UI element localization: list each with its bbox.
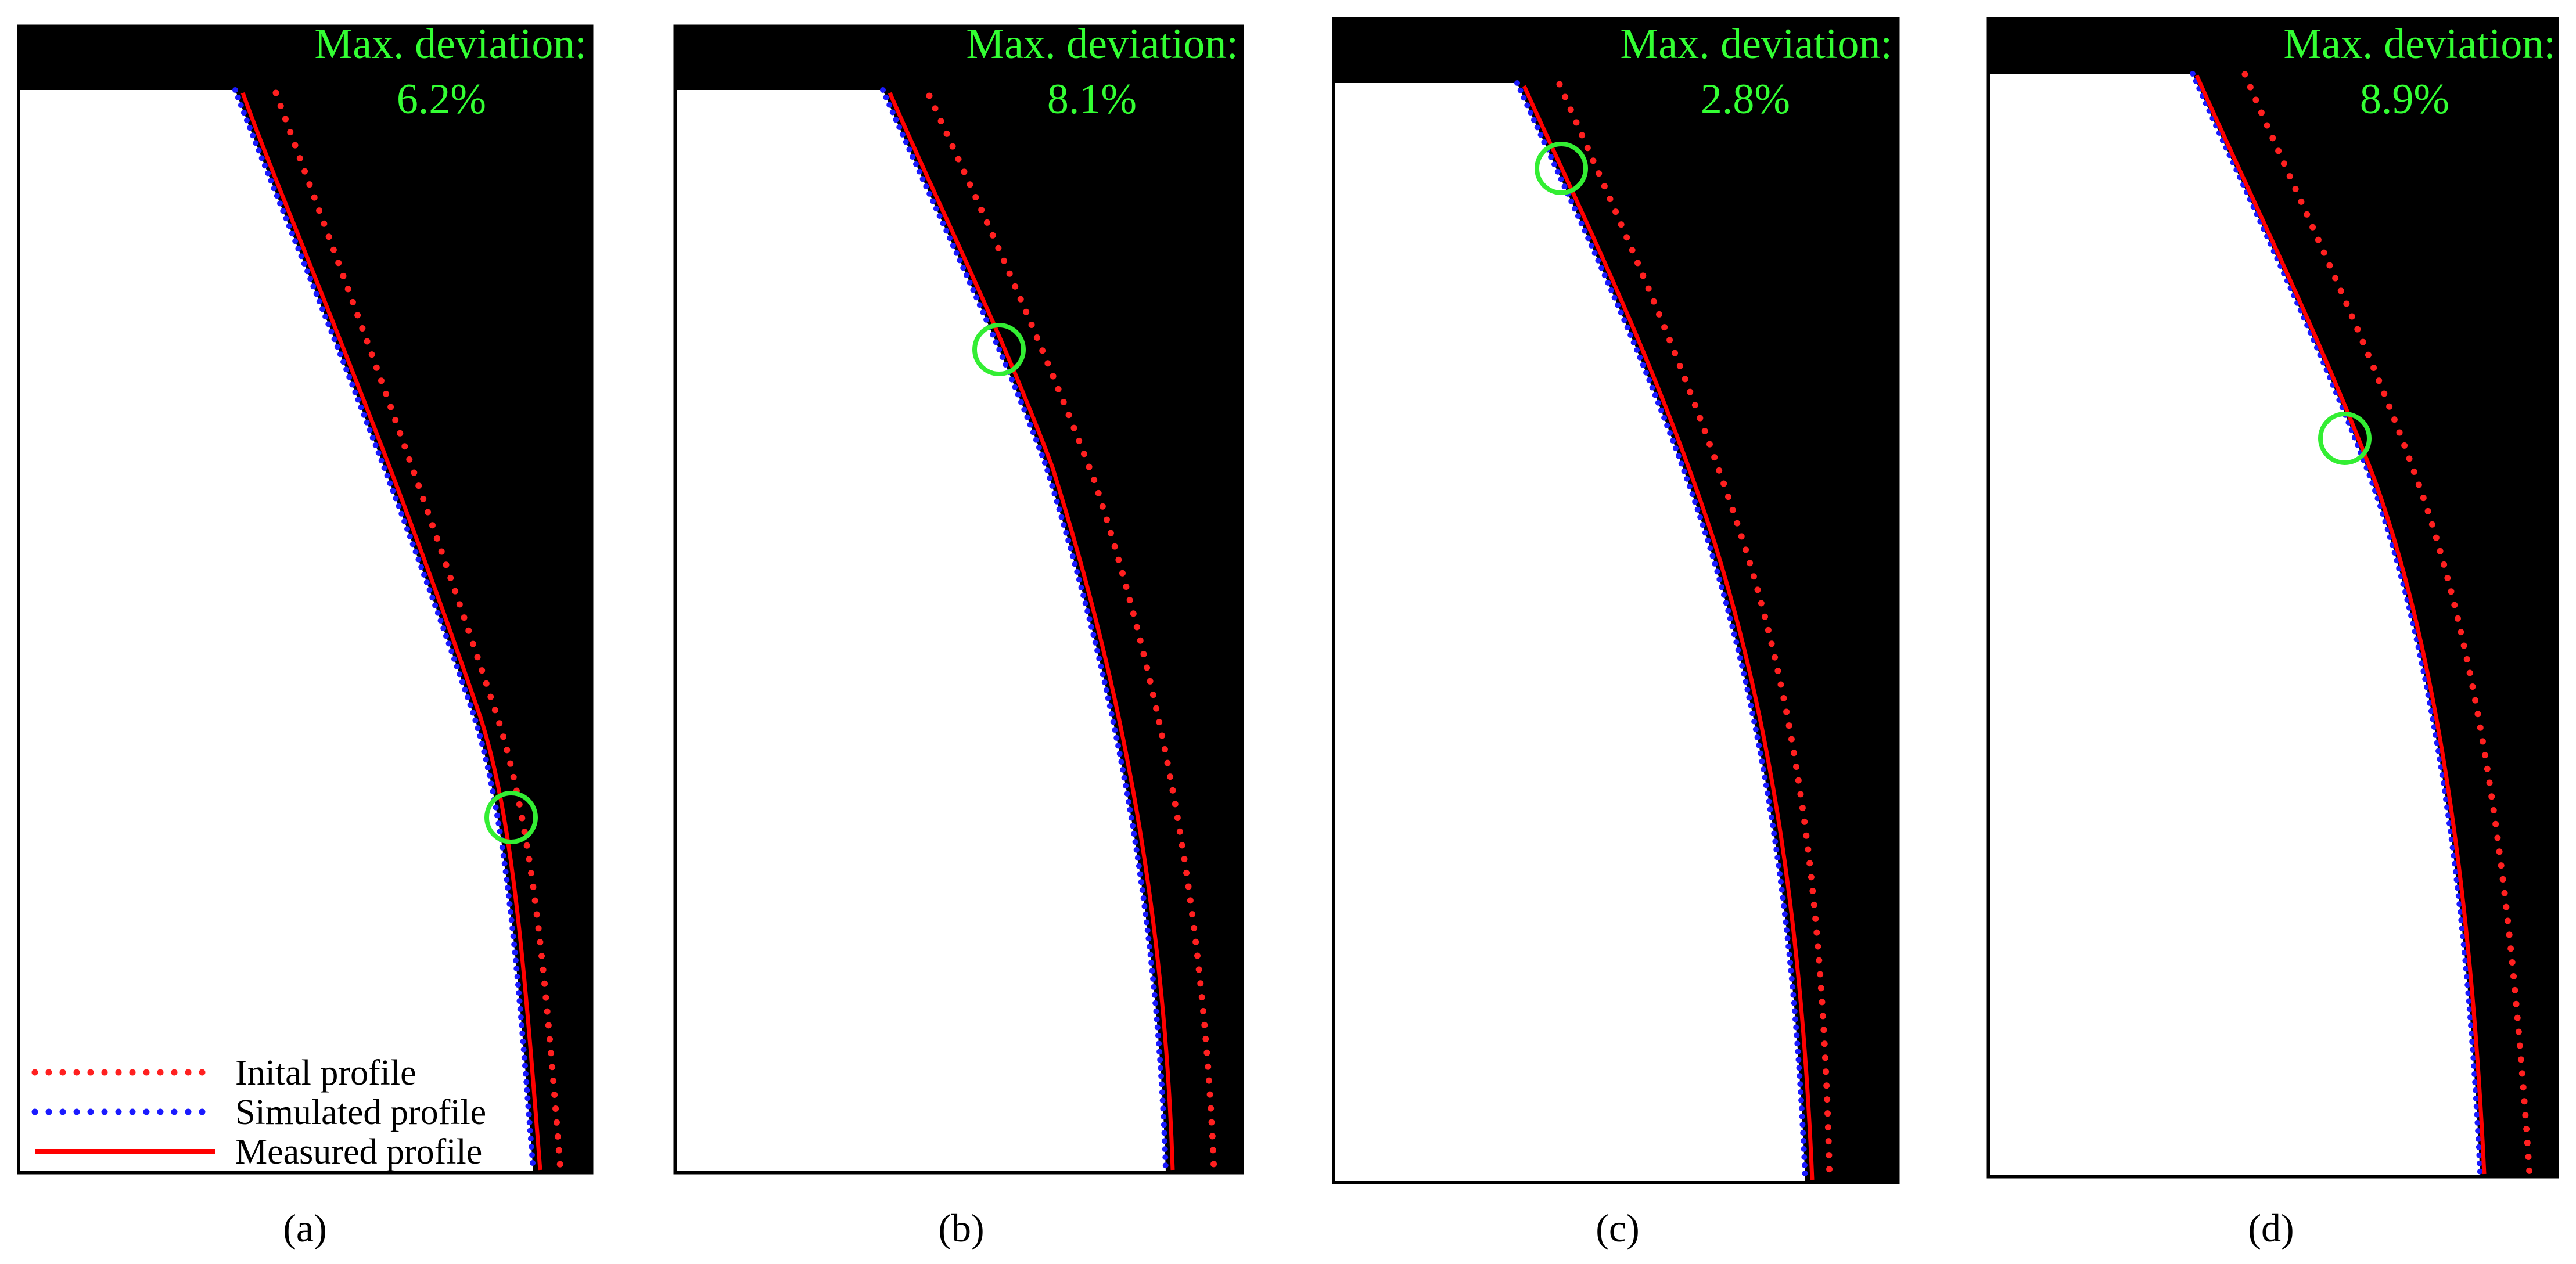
panel-b-simulated-profile: [880, 87, 1169, 1173]
panel-a: Max. deviation: 6.2% Inital profile Simu…: [17, 20, 594, 1250]
panel-d-deviation-value: 8.9%: [2360, 75, 2449, 123]
panel-c-deviation-value: 2.8%: [1701, 75, 1790, 123]
legend-measured-label: Measured profile: [235, 1132, 482, 1172]
panel-c-label: (c): [1596, 1206, 1639, 1250]
panel-a-initial-profile: [272, 89, 564, 1173]
panel-d-initial-profile: [2241, 71, 2533, 1177]
panel-b-material-region: [677, 90, 1166, 1171]
panel-c-measured-profile: [1522, 85, 1815, 1180]
panel-c-initial-profile: [1556, 81, 1833, 1183]
panel-b-max-deviation-marker: [972, 323, 1026, 376]
panel-d-simulated-profile: [2190, 71, 2483, 1177]
legend-initial-label: Inital profile: [235, 1053, 416, 1093]
panel-d-frame: [1986, 17, 2559, 1179]
panel-d-material-region: [1990, 74, 2480, 1175]
panel-d-deviation-title: Max. deviation:: [2283, 20, 2556, 68]
legend-simulated-label: Simulated profile: [235, 1093, 486, 1132]
panel-d-label: (d): [2248, 1206, 2294, 1250]
panel-c-deviation-title: Max. deviation:: [1620, 20, 1892, 68]
panel-b-deviation-title: Max. deviation:: [966, 20, 1238, 68]
panel-a-label: (a): [283, 1206, 326, 1250]
panel-d: Max. deviation: 8.9% (d): [1986, 17, 2559, 1250]
panel-b-label: (b): [938, 1206, 984, 1250]
panel-c: Max. deviation: 2.8% (c): [1332, 17, 1900, 1250]
panel-b-measured-profile: [888, 92, 1175, 1171]
panel-a-material-region: [20, 90, 533, 1171]
panel-a-frame: [17, 24, 594, 1175]
panel-c-max-deviation-marker: [1535, 142, 1588, 195]
panel-a-max-deviation-marker: [484, 791, 538, 844]
panel-d-measured-profile: [2194, 74, 2487, 1175]
panel-b-initial-profile: [926, 92, 1217, 1173]
panel-d-max-deviation-marker: [2318, 412, 2372, 465]
panel-b-deviation-value: 8.1%: [1047, 75, 1137, 123]
panel-c-frame: [1332, 17, 1900, 1184]
panel-a-deviation-title: Max. deviation:: [314, 20, 587, 68]
panel-b: Max. deviation: 8.1% (b): [673, 20, 1244, 1250]
panel-c-simulated-profile: [1514, 80, 1808, 1183]
panel-a-deviation-value: 6.2%: [397, 75, 486, 123]
panel-c-material-region: [1335, 83, 1805, 1181]
panel-a-measured-profile: [240, 92, 542, 1171]
panel-a-simulated-profile: [232, 87, 536, 1173]
legend: Inital profile Simulated profile Measure…: [31, 1053, 486, 1172]
panel-b-frame: [673, 24, 1244, 1175]
